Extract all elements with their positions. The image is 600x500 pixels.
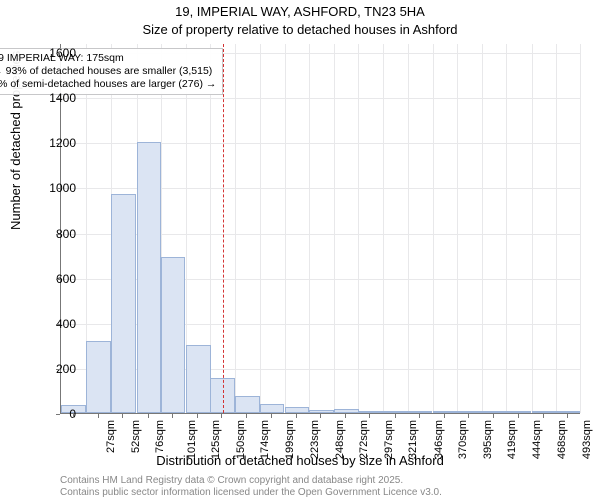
attribution-line-1: Contains HM Land Registry data © Crown c…	[60, 475, 403, 486]
grid-line-vertical	[506, 44, 507, 413]
x-tick-label: 272sqm	[358, 420, 370, 459]
histogram-bar	[186, 345, 211, 413]
grid-line-vertical	[532, 44, 533, 413]
x-tick-mark	[345, 414, 346, 418]
grid-line-vertical	[285, 44, 286, 413]
y-tick-mark	[56, 324, 60, 325]
histogram-bar	[482, 411, 507, 413]
grid-line-vertical	[260, 44, 261, 413]
grid-line-vertical	[309, 44, 310, 413]
chart-container: 19, IMPERIAL WAY, ASHFORD, TN23 5HA Size…	[0, 0, 600, 500]
grid-line-vertical	[580, 44, 581, 413]
y-tick-mark	[56, 234, 60, 235]
x-tick-mark	[369, 414, 370, 418]
x-tick-label: 248sqm	[334, 420, 346, 459]
x-tick-label: 125sqm	[210, 420, 222, 459]
y-tick-mark	[56, 53, 60, 54]
x-tick-label: 444sqm	[531, 420, 543, 459]
x-tick-mark	[73, 414, 74, 418]
grid-line-vertical	[556, 44, 557, 413]
x-tick-mark	[419, 414, 420, 418]
plot-area: 19 IMPERIAL WAY: 175sqm← 93% of detached…	[60, 44, 580, 414]
attribution-line-2: Contains public sector information licen…	[60, 487, 442, 498]
x-tick-label: 174sqm	[259, 420, 271, 459]
grid-line-horizontal	[61, 98, 580, 99]
y-tick-mark	[56, 188, 60, 189]
x-tick-label: 395sqm	[482, 420, 494, 459]
x-tick-label: 199sqm	[285, 420, 297, 459]
histogram-bar	[532, 411, 557, 413]
histogram-bar	[309, 410, 334, 413]
x-tick-label: 76sqm	[155, 420, 167, 453]
histogram-bar	[457, 411, 482, 413]
x-tick-label: 346sqm	[433, 420, 445, 459]
histogram-bar	[358, 411, 383, 413]
histogram-bar	[334, 409, 359, 414]
histogram-bar	[86, 341, 111, 413]
legend-line: 7% of semi-detached houses are larger (2…	[0, 78, 216, 91]
x-tick-mark	[122, 414, 123, 418]
grid-line-vertical	[433, 44, 434, 413]
x-tick-mark	[518, 414, 519, 418]
histogram-bar	[260, 404, 285, 413]
histogram-bar	[433, 411, 458, 413]
x-tick-label: 297sqm	[383, 420, 395, 459]
chart-title-main: 19, IMPERIAL WAY, ASHFORD, TN23 5HA	[0, 4, 600, 19]
y-tick-mark	[56, 98, 60, 99]
x-tick-label: 223sqm	[309, 420, 321, 459]
histogram-bar	[285, 407, 310, 413]
histogram-bar	[161, 257, 186, 413]
histogram-bar	[111, 194, 136, 413]
y-tick-mark	[56, 279, 60, 280]
x-tick-label: 468sqm	[556, 420, 568, 459]
x-tick-label: 370sqm	[457, 420, 469, 459]
legend-line: ← 93% of detached houses are smaller (3,…	[0, 65, 216, 78]
x-tick-mark	[221, 414, 222, 418]
grid-line-vertical	[358, 44, 359, 413]
x-tick-label: 321sqm	[408, 420, 420, 459]
x-tick-mark	[543, 414, 544, 418]
histogram-bar	[235, 396, 260, 413]
histogram-bar	[408, 411, 433, 413]
x-tick-label: 52sqm	[130, 420, 142, 453]
reference-line	[223, 44, 224, 413]
x-tick-mark	[148, 414, 149, 418]
grid-line-vertical	[408, 44, 409, 413]
x-tick-label: 150sqm	[235, 420, 247, 459]
grid-line-vertical	[334, 44, 335, 413]
legend-line: 19 IMPERIAL WAY: 175sqm	[0, 52, 216, 65]
y-tick-mark	[56, 369, 60, 370]
grid-line-vertical	[383, 44, 384, 413]
histogram-bar	[383, 411, 408, 413]
grid-line-vertical	[235, 44, 236, 413]
x-tick-mark	[493, 414, 494, 418]
x-tick-mark	[395, 414, 396, 418]
x-tick-mark	[567, 414, 568, 418]
x-tick-mark	[320, 414, 321, 418]
x-tick-mark	[444, 414, 445, 418]
x-tick-mark	[197, 414, 198, 418]
legend-box: 19 IMPERIAL WAY: 175sqm← 93% of detached…	[0, 48, 223, 95]
histogram-bar	[137, 142, 162, 413]
x-tick-label: 27sqm	[105, 420, 117, 453]
x-tick-mark	[172, 414, 173, 418]
x-tick-label: 419sqm	[506, 420, 518, 459]
x-tick-label: 493sqm	[581, 420, 593, 459]
grid-line-vertical	[482, 44, 483, 413]
histogram-bar	[556, 411, 581, 413]
histogram-bar	[506, 411, 531, 413]
x-tick-label: 101sqm	[186, 420, 198, 459]
y-tick-mark	[56, 143, 60, 144]
grid-line-vertical	[457, 44, 458, 413]
x-tick-mark	[296, 414, 297, 418]
chart-title-sub: Size of property relative to detached ho…	[0, 22, 600, 37]
x-tick-mark	[98, 414, 99, 418]
x-tick-mark	[468, 414, 469, 418]
x-tick-mark	[271, 414, 272, 418]
y-tick-mark	[56, 414, 60, 415]
x-tick-mark	[246, 414, 247, 418]
